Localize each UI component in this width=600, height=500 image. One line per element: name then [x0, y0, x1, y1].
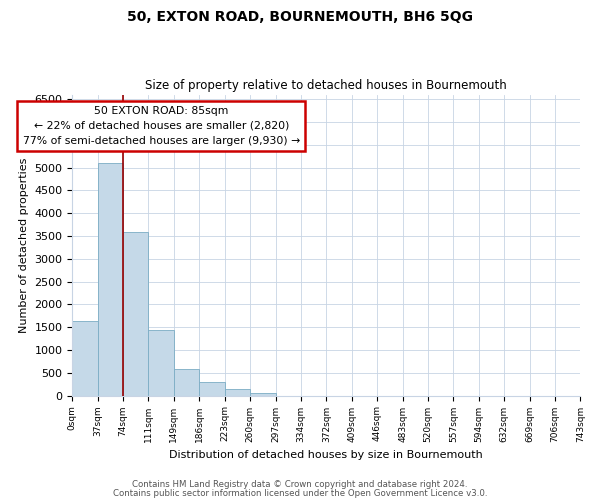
Y-axis label: Number of detached properties: Number of detached properties	[19, 158, 29, 332]
X-axis label: Distribution of detached houses by size in Bournemouth: Distribution of detached houses by size …	[169, 450, 483, 460]
Title: Size of property relative to detached houses in Bournemouth: Size of property relative to detached ho…	[145, 79, 507, 92]
Text: Contains HM Land Registry data © Crown copyright and database right 2024.: Contains HM Land Registry data © Crown c…	[132, 480, 468, 489]
Text: 50, EXTON ROAD, BOURNEMOUTH, BH6 5QG: 50, EXTON ROAD, BOURNEMOUTH, BH6 5QG	[127, 10, 473, 24]
Bar	[148, 330, 174, 396]
Bar	[72, 321, 98, 396]
Bar	[199, 382, 225, 396]
Bar	[225, 389, 250, 396]
Bar	[123, 232, 148, 396]
Bar	[250, 393, 275, 396]
Bar	[98, 163, 123, 396]
Bar	[174, 369, 199, 396]
Text: Contains public sector information licensed under the Open Government Licence v3: Contains public sector information licen…	[113, 488, 487, 498]
Text: 50 EXTON ROAD: 85sqm
← 22% of detached houses are smaller (2,820)
77% of semi-de: 50 EXTON ROAD: 85sqm ← 22% of detached h…	[23, 106, 300, 146]
